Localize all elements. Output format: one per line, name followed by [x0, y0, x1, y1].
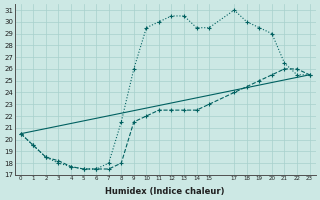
X-axis label: Humidex (Indice chaleur): Humidex (Indice chaleur) — [106, 187, 225, 196]
